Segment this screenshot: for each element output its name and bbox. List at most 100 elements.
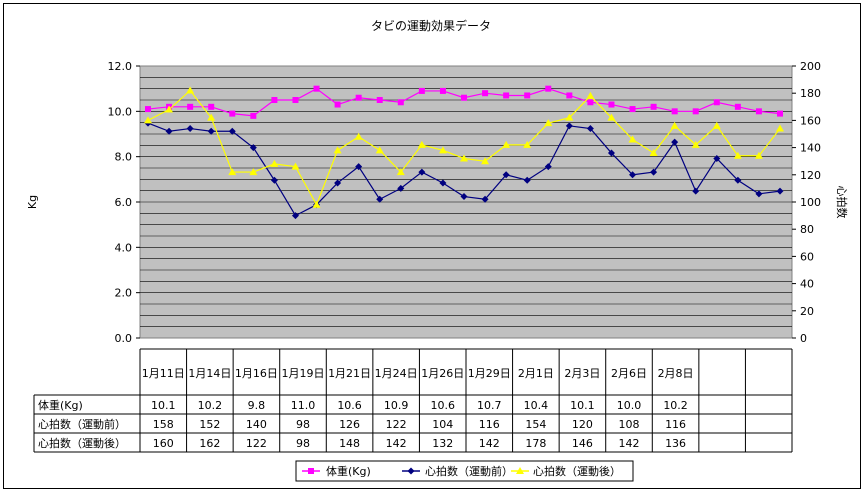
point-diamond <box>671 138 679 146</box>
legend-label: 心拍数（運動後） <box>533 464 621 478</box>
point-square <box>629 106 636 113</box>
y-axis-label-right: 心拍数 <box>835 186 849 219</box>
table-date-label: 1月16日 <box>235 367 278 380</box>
point-diamond <box>270 176 278 184</box>
y-tick-label-right: 80 <box>800 223 814 236</box>
point-square <box>313 85 320 92</box>
y-tick-label-right: 100 <box>800 196 821 209</box>
point-square <box>334 101 341 108</box>
point-triangle <box>417 140 426 148</box>
point-triangle <box>460 154 468 162</box>
point-diamond <box>376 195 384 203</box>
table-cell: 154 <box>525 418 546 431</box>
point-diamond <box>407 467 415 475</box>
table-cell: 178 <box>525 437 546 450</box>
y-tick-label-left: 6.0 <box>115 196 133 209</box>
point-diamond <box>650 168 658 176</box>
point-triangle <box>270 159 279 167</box>
point-diamond <box>776 187 784 195</box>
y-tick-label-right: 200 <box>800 60 821 73</box>
point-triangle <box>249 168 258 176</box>
table-cell: 142 <box>619 437 640 450</box>
point-triangle <box>754 151 763 159</box>
y-tick-label-left: 8.0 <box>115 151 133 164</box>
point-square <box>250 112 257 119</box>
y-tick-label-left: 2.0 <box>115 287 133 300</box>
table-cell: 126 <box>339 418 360 431</box>
table-date-label: 2月6日 <box>611 367 647 380</box>
table-cell: 148 <box>339 437 360 450</box>
table-date-label: 1月29日 <box>468 367 511 380</box>
point-square <box>355 94 362 101</box>
legend-label: 体重(Kg) <box>326 464 371 478</box>
gridlines <box>140 77 792 327</box>
point-triangle <box>691 140 700 148</box>
point-triangle <box>354 132 363 140</box>
table-cell: 10.7 <box>477 399 502 412</box>
table-cell: 158 <box>153 418 174 431</box>
point-square <box>650 103 657 110</box>
point-square <box>734 103 741 110</box>
point-diamond <box>502 171 510 179</box>
point-square <box>482 90 489 97</box>
table-cell: 142 <box>479 437 500 450</box>
point-square <box>418 87 425 94</box>
point-square <box>397 99 404 106</box>
y-tick-label-right: 140 <box>800 142 821 155</box>
table-date-label: 1月21日 <box>328 367 371 380</box>
point-triangle <box>712 121 721 129</box>
point-diamond <box>713 154 721 162</box>
point-square <box>566 92 573 99</box>
point-triangle <box>565 113 574 121</box>
table-date-label: 1月11日 <box>142 367 185 380</box>
point-triangle <box>165 105 174 113</box>
table-date-label: 1月26日 <box>421 367 464 380</box>
table-cell: 152 <box>199 418 220 431</box>
point-square <box>376 97 383 103</box>
point-square <box>439 87 446 94</box>
point-diamond <box>607 149 615 157</box>
legend-box <box>295 460 634 482</box>
point-triangle <box>333 146 342 154</box>
table-cell: 10.6 <box>337 399 362 412</box>
point-diamond <box>439 179 447 187</box>
point-diamond <box>565 122 573 130</box>
y-tick-label-right: 180 <box>800 87 821 100</box>
point-diamond <box>755 190 763 198</box>
point-triangle <box>375 146 384 154</box>
point-square <box>671 108 678 115</box>
table-cell: 120 <box>572 418 593 431</box>
point-diamond <box>544 163 552 171</box>
table-date-label: 1月14日 <box>188 367 231 380</box>
y-tick-label-left: 10.0 <box>108 105 133 118</box>
point-square <box>229 110 236 117</box>
point-diamond <box>734 176 742 184</box>
table-cell: 108 <box>619 418 640 431</box>
table-cell: 10.4 <box>524 399 549 412</box>
y-tick-label-left: 0.0 <box>115 332 133 345</box>
y-tick-label-right: 0 <box>800 332 807 345</box>
point-diamond <box>291 212 299 220</box>
table-cell: 10.9 <box>384 399 409 412</box>
point-triangle <box>438 146 447 154</box>
table-cell: 142 <box>386 437 407 450</box>
point-diamond <box>165 127 173 135</box>
table-cell: 122 <box>246 437 267 450</box>
y-axis-left: 0.0 2.0 4.0 6.0 8.0 10.0 12.0 <box>108 60 140 345</box>
point-diamond <box>186 125 194 133</box>
point-triangle <box>586 91 595 99</box>
point-diamond <box>523 176 531 184</box>
chart-title: タビの運動効果データ <box>371 18 491 33</box>
y-tick-label-left: 4.0 <box>115 241 133 254</box>
table-cell: 11.0 <box>291 399 316 412</box>
table-cell: 10.1 <box>151 399 176 412</box>
table-cell: 10.0 <box>617 399 642 412</box>
table-cell: 98 <box>296 437 310 450</box>
table-cell: 116 <box>479 418 500 431</box>
table-cell: 10.2 <box>198 399 223 412</box>
y-tick-label-right: 40 <box>800 278 814 291</box>
point-triangle <box>186 86 195 94</box>
table-date-label: 2月1日 <box>518 367 554 380</box>
point-triangle <box>312 200 321 208</box>
